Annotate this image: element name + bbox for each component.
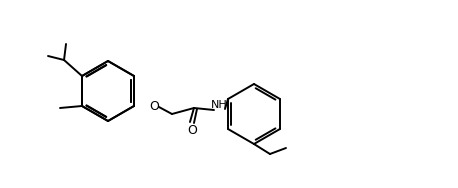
Text: NH: NH xyxy=(211,100,227,110)
Text: O: O xyxy=(187,124,197,136)
Text: O: O xyxy=(149,99,159,112)
